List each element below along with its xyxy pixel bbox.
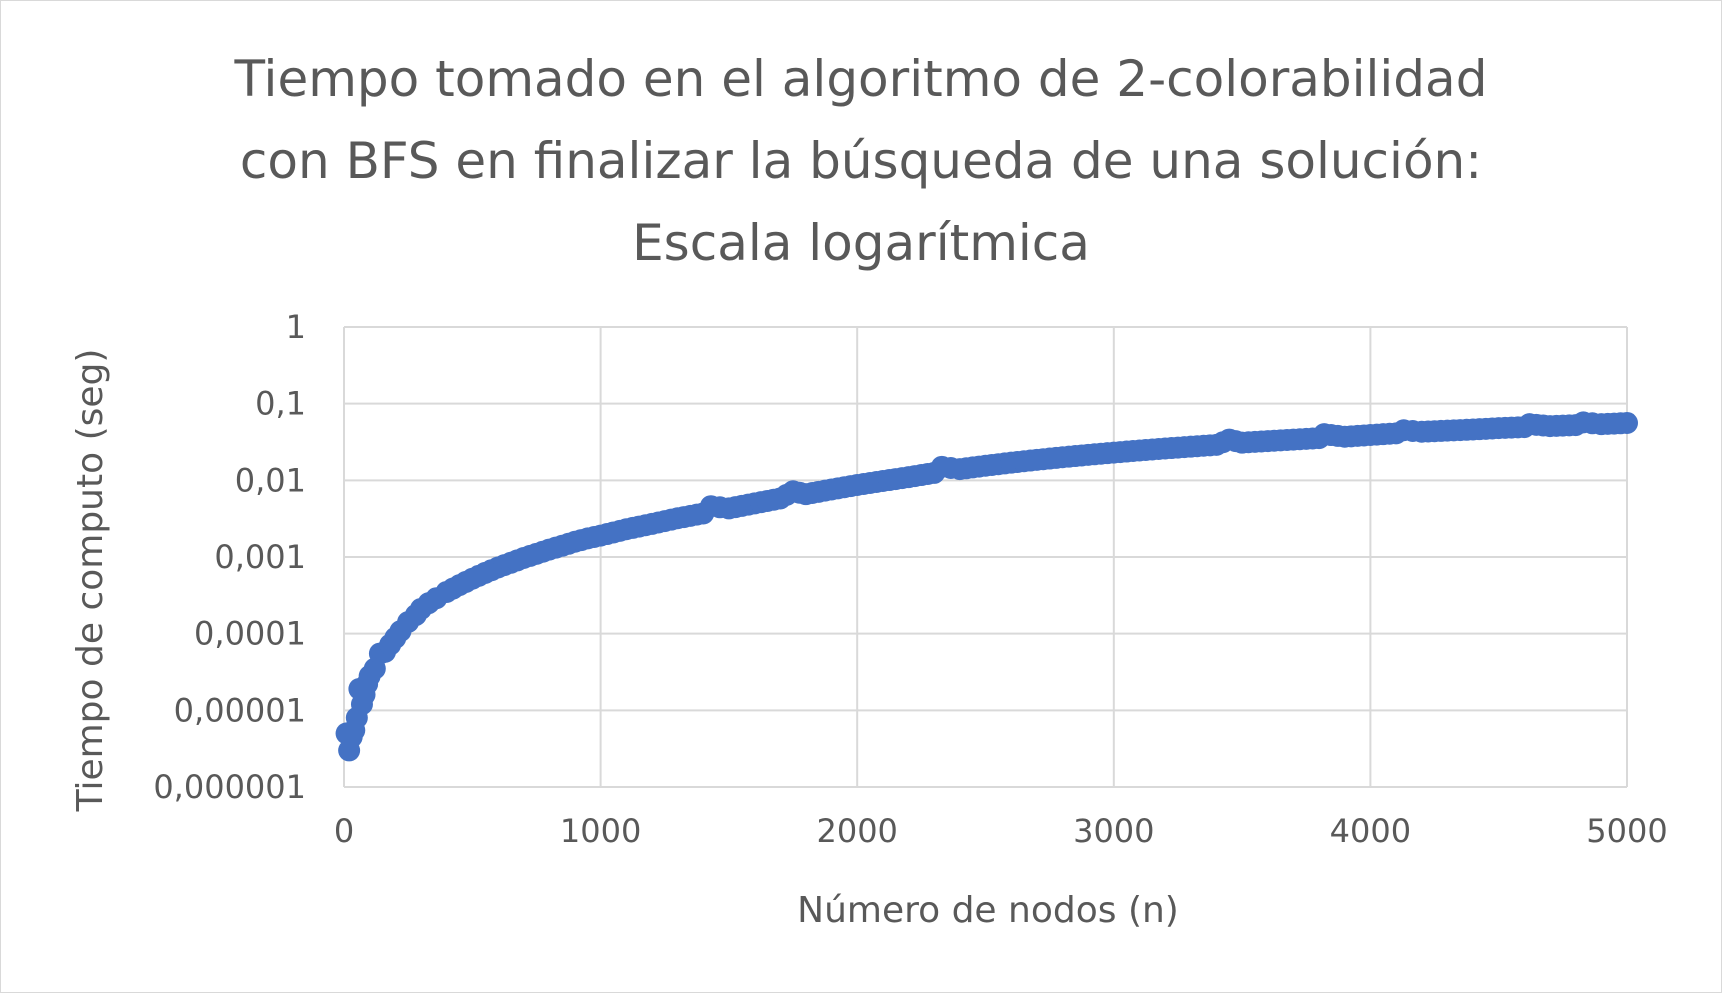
data-points: [335, 411, 1638, 762]
y-tick-label: 1: [286, 308, 306, 346]
y-tick-label: 0,001: [214, 538, 306, 576]
x-tick-label: 2000: [816, 812, 897, 850]
x-tick-label: 5000: [1586, 812, 1667, 850]
y-axis-ticks: 1 0,1 0,01 0,001 0,0001 0,00001 0,000001: [153, 308, 306, 806]
chart-title-line-2: con BFS en finalizar la búsqueda de una …: [239, 132, 1483, 190]
x-tick-label: 1000: [560, 812, 641, 850]
y-tick-label: 0,1: [255, 385, 306, 423]
chart-title: Tiempo tomado en el algoritmo de 2-color…: [0, 38, 1722, 284]
chart-title-line-3: Escala logarítmica: [632, 214, 1090, 272]
x-axis-ticks: 0 1000 2000 3000 4000 5000: [334, 812, 1668, 850]
y-tick-label: 0,0001: [194, 615, 306, 653]
data-point: [1616, 411, 1638, 434]
y-tick-label: 0,00001: [174, 691, 306, 729]
x-tick-label: 0: [334, 812, 354, 850]
y-axis-label: Tiempo de computo (seg): [70, 349, 111, 813]
y-tick-label: 0,000001: [153, 768, 306, 806]
chart-title-line-1: Tiempo tomado en el algoritmo de 2-color…: [234, 50, 1488, 108]
x-axis-label: Número de nodos (n): [797, 890, 1179, 931]
y-tick-label: 0,01: [235, 461, 306, 499]
x-tick-label: 4000: [1330, 812, 1411, 850]
x-tick-label: 3000: [1073, 812, 1154, 850]
